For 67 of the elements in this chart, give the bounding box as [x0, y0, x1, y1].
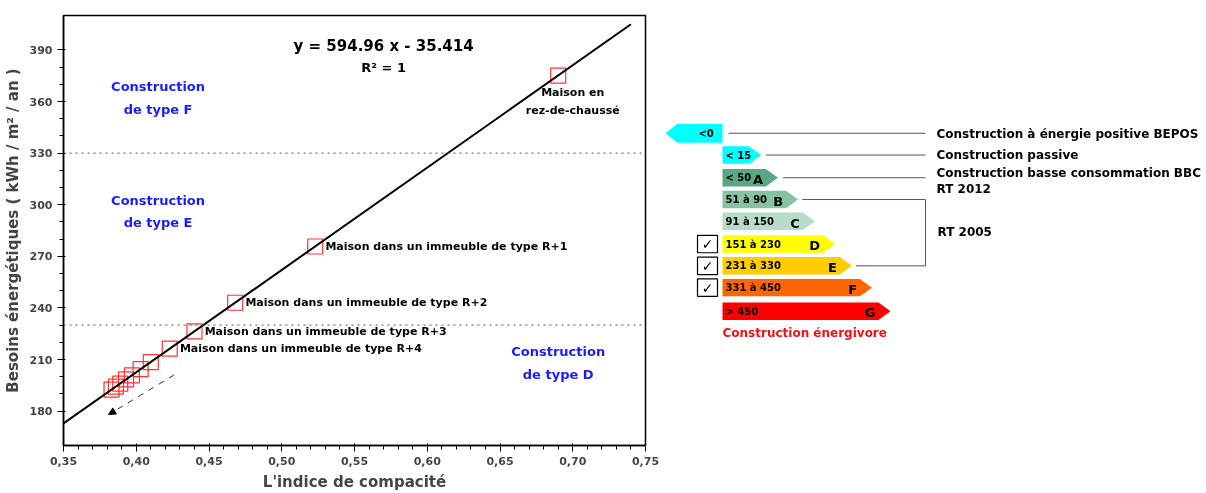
x-tick-label: 0,70 [559, 454, 587, 468]
annotation: A [752, 171, 763, 187]
annotation: E [827, 260, 837, 276]
x-tick-label: 0,50 [268, 454, 296, 468]
annotation: F [848, 281, 858, 297]
annotation: Maison dans un immeuble de type R+4 [179, 342, 423, 356]
annotation: G [864, 305, 876, 321]
annotation: y = 594.96 x - 35.414 [293, 37, 474, 56]
annotation: D [809, 238, 821, 254]
annotation: Maison en rez-de-chaussé [525, 86, 620, 118]
x-tick-label: 0,60 [413, 454, 442, 468]
x-tick-label: 0,45 [195, 454, 223, 468]
text: Construction énergivore [722, 325, 887, 340]
y-tick-label: 300 [29, 198, 53, 212]
point [107, 378, 124, 395]
y-tick-label: < 15 [725, 149, 752, 161]
x-tick-label: 0,65 [486, 454, 514, 468]
point [307, 238, 324, 255]
x-tick-label: 0,75 [631, 454, 660, 468]
x-tick-label: 0,35 [49, 454, 78, 468]
y-tick-label: 180 [29, 405, 53, 419]
y-tick-label: 360 [29, 95, 53, 109]
y-tick-label: 270 [29, 250, 53, 264]
point [132, 361, 149, 378]
bar [722, 302, 891, 320]
y-tick-label: > 450 [725, 305, 759, 317]
text: RT 2005 [937, 224, 992, 239]
text: RT 2012 [936, 182, 991, 197]
text: Construction à énergie positive BEPOS [936, 127, 1199, 142]
annotation: ✓ [701, 257, 714, 274]
point [161, 340, 178, 357]
x-tick-label: 0,55 [340, 454, 369, 468]
annotation: Construction de type F [111, 79, 206, 117]
annotation: R² = 1 [361, 59, 406, 75]
y-tick-label: 240 [29, 301, 53, 315]
x-axis-title: L'indice de compacité [262, 472, 447, 491]
annotation: Maison dans un immeuble de type R+3 [204, 324, 447, 338]
annotation: Construction de type E [111, 192, 206, 231]
annotation: B [773, 193, 784, 209]
annotation: Maison dans un immeuble de type R+2 [245, 296, 488, 310]
point [103, 381, 120, 398]
text: Construction basse consommation BBC [936, 166, 1202, 181]
annotation: C [790, 215, 800, 231]
y-tick-label: 91 à 150 [725, 215, 775, 227]
x-tick-label: 0,40 [122, 454, 151, 468]
y-tick-label: 231 à 330 [725, 260, 781, 272]
annotation: Construction de type D [511, 344, 606, 382]
point [227, 294, 244, 311]
y-axis-title: Besoins énergétiques ( kWh / m² / an ) [3, 68, 22, 393]
y-tick-label: 210 [29, 353, 53, 367]
annotation: ✓ [701, 279, 714, 296]
annotation: ✓ [701, 236, 714, 253]
text: Construction passive [936, 148, 1079, 163]
point [117, 371, 135, 388]
point [550, 67, 567, 84]
y-tick-label: 331 à 450 [725, 282, 781, 294]
point [142, 353, 159, 371]
y-tick-label: 330 [29, 147, 53, 161]
annotation: Maison dans un immeuble de type R+1 [325, 240, 568, 253]
point [112, 375, 129, 392]
y-tick-label: 51 à 90 [725, 194, 768, 206]
y-tick-label: 151 à 230 [725, 238, 781, 250]
y-tick-label: <0 [698, 127, 714, 139]
point [186, 323, 203, 340]
y-tick-label: < 50 [725, 172, 752, 184]
y-tick-label: 390 [29, 43, 53, 57]
point [123, 367, 140, 384]
